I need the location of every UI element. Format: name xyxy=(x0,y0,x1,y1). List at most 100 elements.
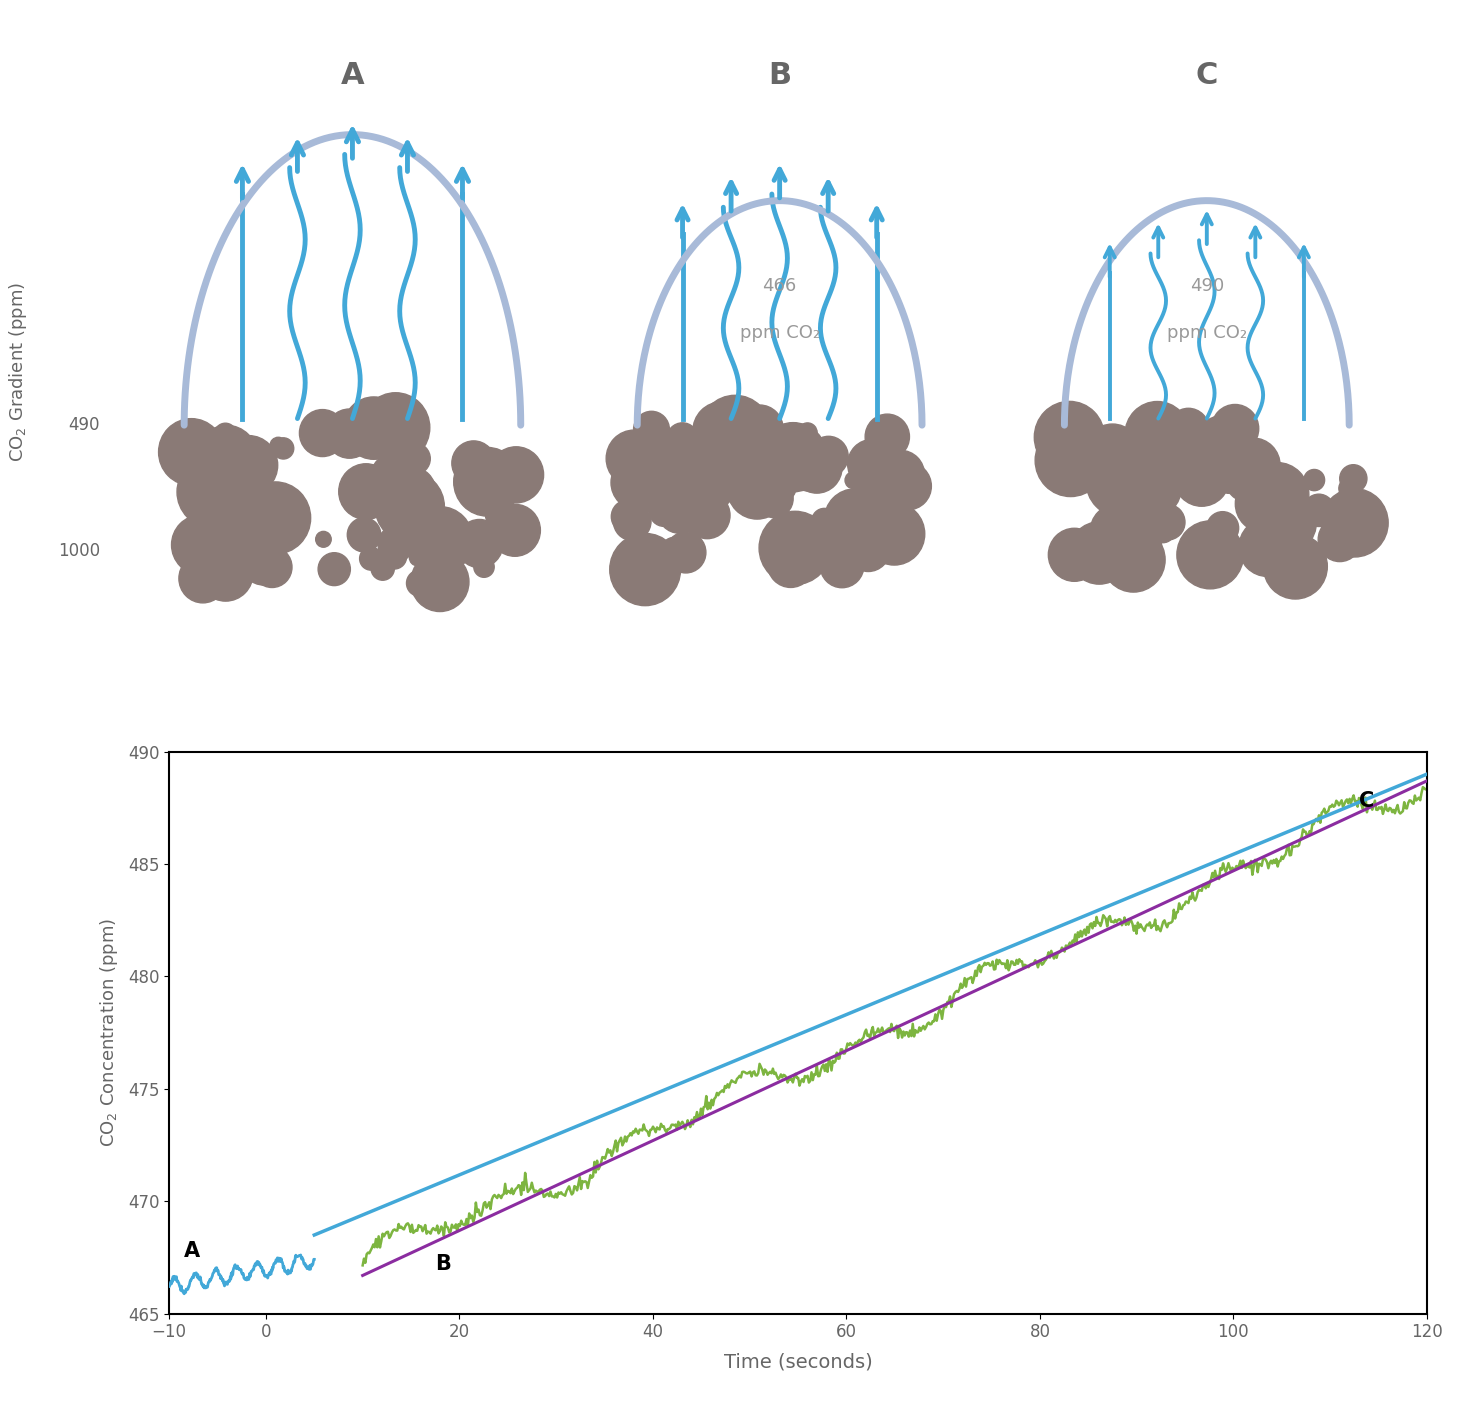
Circle shape xyxy=(863,503,925,565)
Circle shape xyxy=(362,393,430,462)
Circle shape xyxy=(488,527,512,549)
Circle shape xyxy=(375,472,444,542)
Circle shape xyxy=(388,466,435,516)
Circle shape xyxy=(672,499,705,531)
Circle shape xyxy=(409,549,427,566)
Circle shape xyxy=(1097,499,1149,552)
Circle shape xyxy=(819,542,863,587)
Circle shape xyxy=(1087,476,1105,495)
Text: B: B xyxy=(768,60,791,90)
Circle shape xyxy=(1125,402,1190,468)
Circle shape xyxy=(847,440,896,489)
Text: B: B xyxy=(435,1255,452,1274)
Circle shape xyxy=(1209,451,1250,493)
Circle shape xyxy=(768,540,813,587)
Circle shape xyxy=(788,518,838,572)
Text: ppm CO₂: ppm CO₂ xyxy=(740,323,819,341)
Circle shape xyxy=(1090,504,1143,558)
Circle shape xyxy=(1205,521,1237,555)
Circle shape xyxy=(809,437,849,476)
Circle shape xyxy=(684,492,730,538)
Circle shape xyxy=(1103,489,1124,510)
Circle shape xyxy=(1189,417,1258,488)
Circle shape xyxy=(618,445,681,511)
Circle shape xyxy=(359,547,382,570)
Circle shape xyxy=(1036,424,1106,496)
Circle shape xyxy=(843,482,903,542)
Circle shape xyxy=(736,414,765,444)
Circle shape xyxy=(1253,479,1284,511)
Circle shape xyxy=(371,454,416,500)
Circle shape xyxy=(196,426,257,488)
Circle shape xyxy=(859,497,883,523)
Circle shape xyxy=(1069,521,1130,584)
Circle shape xyxy=(240,534,278,572)
Circle shape xyxy=(490,504,540,556)
Circle shape xyxy=(1084,424,1141,482)
Circle shape xyxy=(1255,476,1280,502)
Circle shape xyxy=(653,486,680,513)
Circle shape xyxy=(666,423,699,455)
Circle shape xyxy=(744,429,796,481)
Circle shape xyxy=(1116,469,1147,502)
Text: 1000: 1000 xyxy=(57,541,100,559)
Circle shape xyxy=(177,457,247,528)
Circle shape xyxy=(1150,504,1186,540)
Circle shape xyxy=(612,500,644,532)
Text: 466: 466 xyxy=(762,277,797,295)
Circle shape xyxy=(666,532,706,573)
Circle shape xyxy=(1116,452,1181,520)
Circle shape xyxy=(265,540,287,561)
Circle shape xyxy=(1237,488,1272,524)
Circle shape xyxy=(419,506,435,523)
Circle shape xyxy=(791,441,841,493)
Circle shape xyxy=(406,570,432,596)
Circle shape xyxy=(1099,492,1165,559)
Circle shape xyxy=(241,555,257,573)
Circle shape xyxy=(846,527,890,572)
Circle shape xyxy=(666,426,697,457)
Circle shape xyxy=(613,502,652,541)
Circle shape xyxy=(207,534,246,573)
Circle shape xyxy=(610,534,681,606)
Circle shape xyxy=(218,554,253,590)
Circle shape xyxy=(347,517,381,552)
Circle shape xyxy=(219,436,278,495)
Circle shape xyxy=(743,469,777,504)
Text: C: C xyxy=(1359,791,1374,811)
Circle shape xyxy=(1206,534,1233,559)
Circle shape xyxy=(271,437,287,454)
Circle shape xyxy=(727,458,787,518)
Circle shape xyxy=(1211,405,1259,452)
Circle shape xyxy=(177,420,193,438)
Text: A: A xyxy=(341,60,365,90)
Circle shape xyxy=(1318,517,1361,562)
Circle shape xyxy=(488,447,544,503)
Text: C: C xyxy=(1196,60,1218,90)
Circle shape xyxy=(199,545,253,601)
Text: 490: 490 xyxy=(1190,277,1224,295)
Circle shape xyxy=(737,405,783,452)
Circle shape xyxy=(452,441,496,486)
Circle shape xyxy=(241,538,287,584)
Circle shape xyxy=(185,462,241,518)
Circle shape xyxy=(1049,528,1100,582)
Circle shape xyxy=(1303,495,1334,527)
Circle shape xyxy=(660,537,688,566)
Circle shape xyxy=(1081,445,1100,465)
Circle shape xyxy=(400,443,431,475)
Circle shape xyxy=(382,544,406,569)
Circle shape xyxy=(338,464,393,520)
Circle shape xyxy=(474,556,494,577)
Circle shape xyxy=(1256,497,1311,554)
Y-axis label: CO$_2$ Concentration (ppm): CO$_2$ Concentration (ppm) xyxy=(97,917,119,1148)
Circle shape xyxy=(1264,534,1327,599)
Circle shape xyxy=(1152,518,1175,542)
X-axis label: Time (seconds): Time (seconds) xyxy=(724,1353,872,1371)
Circle shape xyxy=(343,398,405,459)
Circle shape xyxy=(824,489,886,551)
Circle shape xyxy=(1059,422,1086,450)
Text: ppm CO₂: ppm CO₂ xyxy=(1167,323,1247,341)
Circle shape xyxy=(877,451,925,499)
Circle shape xyxy=(202,490,256,547)
